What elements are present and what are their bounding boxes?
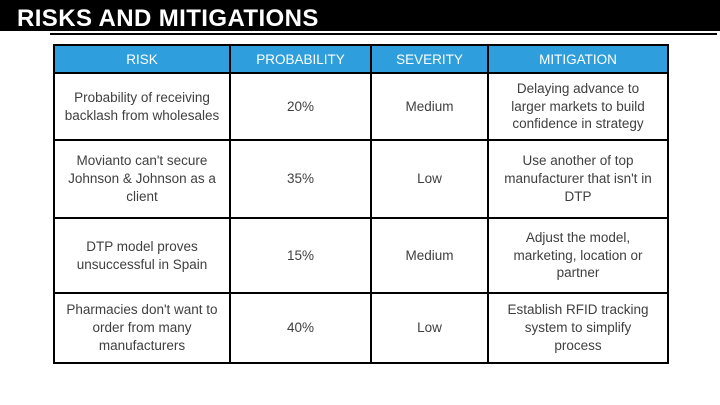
mitigation-cell: Delaying advance to larger markets to bu…: [487, 72, 669, 141]
table-row: DTP model proves unsuccessful in Spain 1…: [53, 217, 669, 294]
mitigation-cell: Use another of top manufacturer that isn…: [487, 139, 669, 219]
column-header-severity: SEVERITY: [370, 44, 489, 74]
severity-cell: Low: [370, 292, 489, 364]
probability-cell: 35%: [229, 139, 372, 219]
severity-cell: Medium: [370, 72, 489, 141]
column-header-risk: RISK: [53, 44, 231, 74]
column-header-probability: PROBABILITY: [229, 44, 372, 74]
severity-cell: Medium: [370, 217, 489, 294]
risk-cell: DTP model proves unsuccessful in Spain: [53, 217, 231, 294]
title-bar: RISKS AND MITIGATIONS: [0, 0, 720, 31]
table-row: Probability of receiving backlash from w…: [53, 72, 669, 141]
risk-cell: Pharmacies don't want to order from many…: [53, 292, 231, 364]
probability-cell: 20%: [229, 72, 372, 141]
severity-cell: Low: [370, 139, 489, 219]
table-header-row: RISK PROBABILITY SEVERITY MITIGATION: [53, 44, 669, 74]
title-underline: [50, 33, 717, 35]
table-row: Movianto can't secure Johnson & Johnson …: [53, 139, 669, 219]
table-row: Pharmacies don't want to order from many…: [53, 292, 669, 364]
risk-cell: Movianto can't secure Johnson & Johnson …: [53, 139, 231, 219]
mitigation-cell: Establish RFID tracking system to simpli…: [487, 292, 669, 364]
mitigation-cell: Adjust the model, marketing, location or…: [487, 217, 669, 294]
probability-cell: 40%: [229, 292, 372, 364]
risk-cell: Probability of receiving backlash from w…: [53, 72, 231, 141]
probability-cell: 15%: [229, 217, 372, 294]
column-header-mitigation: MITIGATION: [487, 44, 669, 74]
page-title: RISKS AND MITIGATIONS: [17, 5, 319, 32]
risks-table: RISK PROBABILITY SEVERITY MITIGATION Pro…: [53, 44, 669, 364]
